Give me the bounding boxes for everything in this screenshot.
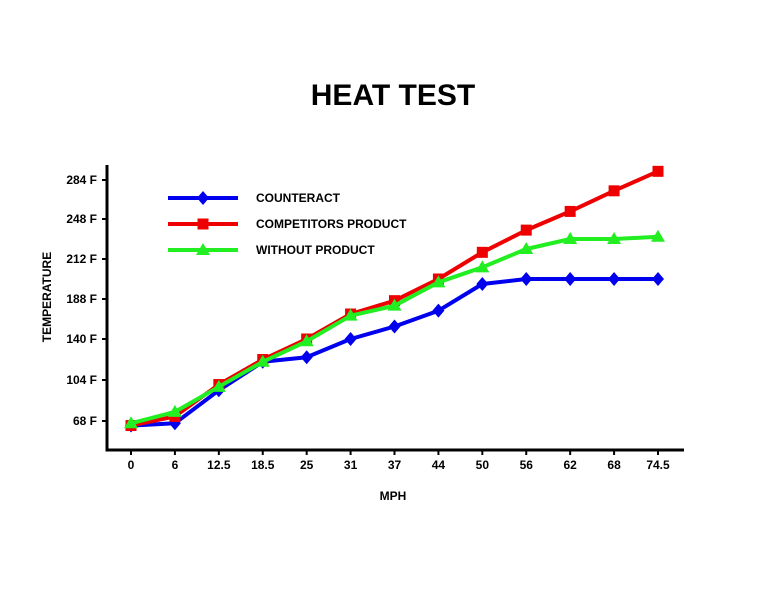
x-tick-label: 37: [388, 458, 402, 472]
data-point-diamond: [432, 303, 445, 318]
data-point-diamond: [608, 272, 621, 286]
legend-item: COUNTERACT: [168, 191, 341, 205]
y-tick-label: 212 F: [66, 252, 97, 266]
x-tick-label: 62: [563, 458, 577, 472]
y-tick-label: 104 F: [66, 373, 97, 387]
data-point-triangle: [343, 308, 358, 321]
data-point-diamond: [476, 277, 489, 291]
data-point-triangle: [387, 298, 402, 311]
x-tick-label: 6: [172, 458, 179, 472]
x-tick-label: 68: [607, 458, 621, 472]
series-group: [124, 165, 665, 433]
x-tick-label: 12.5: [207, 458, 231, 472]
series-competitors-product: [125, 165, 664, 432]
legend: COUNTERACT COMPETITORS PRODUCT WITHOUT PRO…: [168, 191, 407, 257]
x-tick-label: 25: [300, 458, 314, 472]
y-tick-label: 188 F: [66, 292, 97, 306]
x-tick-label: 74.5: [646, 458, 670, 472]
data-point-triangle: [651, 229, 665, 242]
data-point-square: [476, 246, 488, 258]
x-tick-label: 44: [432, 458, 446, 472]
data-point-diamond: [652, 272, 664, 286]
x-tick-label: 31: [344, 458, 358, 472]
x-tick-label: 0: [128, 458, 135, 472]
legend-item: COMPETITORS PRODUCT: [168, 217, 407, 231]
legend-marker: [197, 191, 209, 205]
y-tick-label: 248 F: [66, 212, 97, 226]
y-axis-label: TEMPERATURE: [40, 252, 54, 342]
data-point-triangle: [255, 354, 270, 367]
legend-label: WITHOUT PRODUCT: [256, 243, 375, 257]
data-point-triangle: [475, 260, 490, 273]
data-point-triangle: [299, 334, 314, 347]
legend-marker: [196, 243, 210, 255]
y-axis-ticks: 68 F 104 F 140 F 188 F 212 F 248 F 284 F: [66, 173, 107, 428]
series-without-product: [124, 229, 665, 429]
legend-label: COMPETITORS PRODUCT: [256, 217, 407, 231]
x-axis-ticks: 0 6 12.5 18.5 25 31 37 44 50 56 62 68 74.5: [128, 450, 670, 472]
data-point-diamond: [520, 272, 533, 286]
data-point-triangle: [167, 404, 182, 417]
data-point-square: [520, 224, 532, 236]
data-point-square: [608, 185, 620, 197]
data-point-triangle: [519, 242, 534, 254]
y-tick-label: 140 F: [66, 332, 97, 346]
chart-title: HEAT TEST: [311, 79, 475, 112]
x-tick-label: 56: [520, 458, 534, 472]
data-point-diamond: [300, 350, 313, 365]
legend-label: COUNTERACT: [256, 191, 341, 205]
data-point-triangle: [607, 232, 622, 244]
legend-item: WITHOUT PRODUCT: [168, 243, 375, 257]
data-point-triangle: [124, 416, 138, 429]
data-point-diamond: [388, 319, 401, 334]
data-point-square: [564, 205, 576, 217]
x-axis-label: MPH: [380, 489, 407, 503]
data-point-triangle: [211, 379, 226, 392]
data-point-square: [652, 165, 664, 177]
data-point-diamond: [564, 272, 577, 286]
x-tick-label: 18.5: [251, 458, 275, 472]
x-tick-label: 50: [476, 458, 490, 472]
data-point-triangle: [563, 232, 578, 244]
y-tick-label: 68 F: [73, 414, 97, 428]
data-point-triangle: [431, 275, 446, 288]
data-point-diamond: [344, 332, 357, 346]
y-tick-label: 284 F: [66, 173, 97, 187]
legend-marker: [197, 218, 209, 230]
